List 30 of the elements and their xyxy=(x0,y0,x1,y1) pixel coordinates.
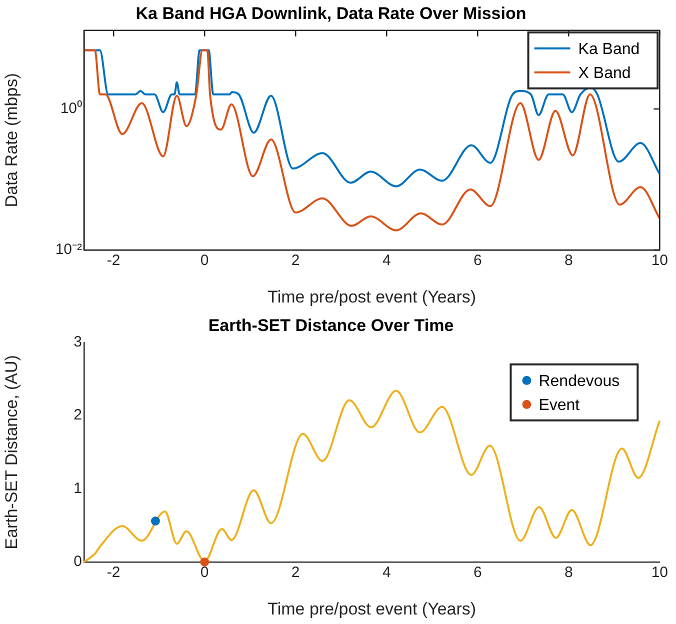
x-tick-label: 8 xyxy=(564,252,573,270)
chart-title: Ka Band HGA Downlink, Data Rate Over Mission xyxy=(136,4,526,23)
x-tick-label: 6 xyxy=(473,252,482,270)
legend-label: Rendevous xyxy=(538,372,620,390)
x-axis-title: Time pre/post event (Years) xyxy=(268,287,476,306)
x-tick-label: 2 xyxy=(291,252,300,270)
y-tick-label: 2 xyxy=(74,406,82,424)
x-tick-label: 6 xyxy=(473,564,482,582)
y-tick-label: 1 xyxy=(74,480,82,497)
x-tick-label: 10 xyxy=(651,252,668,270)
x-axis-title: Time pre/post event (Years) xyxy=(268,599,476,618)
x-tick-label: 10 xyxy=(651,564,668,582)
y-tick-label: 10⁻² xyxy=(55,241,82,258)
y-tick-label: 3 xyxy=(74,334,82,351)
legend-label: X Band xyxy=(578,64,631,82)
x-tick-label: 8 xyxy=(564,564,573,582)
chart-title: Earth-SET Distance Over Time xyxy=(208,316,454,335)
x-tick-label: 2 xyxy=(291,564,300,582)
y-axis-title: Earth-SET Distance, (AU) xyxy=(2,355,21,550)
x-tick-label: -2 xyxy=(106,252,120,270)
y-tick-label: 0 xyxy=(74,553,82,570)
x-tick-label: 0 xyxy=(200,564,209,582)
y-axis-title: Data Rate (mbps) xyxy=(2,73,21,208)
x-tick-label: 4 xyxy=(382,252,391,270)
x-tick-label: 4 xyxy=(382,564,391,582)
x-tick-label: 0 xyxy=(200,252,209,270)
x-tick-label: -2 xyxy=(106,564,120,582)
y-tick-label: 10⁰ xyxy=(60,100,82,118)
legend-label: Ka Band xyxy=(578,40,640,58)
legend-label: Event xyxy=(538,396,580,414)
